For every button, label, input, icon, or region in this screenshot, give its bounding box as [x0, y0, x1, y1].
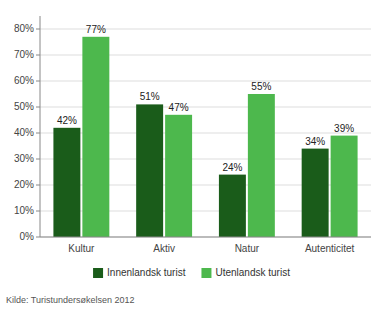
bar: [165, 115, 192, 237]
x-tick-label: Kultur: [68, 243, 95, 254]
x-tick-label: Aktiv: [153, 243, 175, 254]
grid-line: [40, 237, 371, 238]
y-tick-label: 50%: [14, 101, 34, 112]
y-axis: 0% 10% 20% 30% 40% 50% 60% 70% 80%: [14, 16, 371, 242]
y-tick-label: 30%: [14, 153, 34, 164]
y-tick-label: 60%: [14, 75, 34, 86]
legend-label: Innenlandsk turist: [107, 267, 186, 278]
y-tick: [36, 159, 40, 160]
bar: [248, 94, 275, 237]
y-tick: [36, 133, 40, 134]
y-tick: [36, 107, 40, 108]
legend: Innenlandsk turist Utenlandsk turist: [93, 267, 290, 278]
x-axis: Kultur Aktiv Natur Autenticitet: [40, 237, 371, 254]
x-tick-label: Natur: [235, 243, 260, 254]
y-tick: [36, 29, 40, 30]
y-tick-label: 70%: [14, 49, 34, 60]
legend-swatch: [201, 268, 211, 278]
y-tick-label: 80%: [14, 23, 34, 34]
bar: [53, 128, 80, 237]
y-tick: [36, 237, 40, 238]
bar: [136, 104, 163, 237]
data-labels: 42% 51% 24% 34% 77% 47% 55% 39%: [57, 24, 354, 173]
data-label: 77%: [86, 24, 106, 35]
legend-item: Innenlandsk turist: [93, 267, 186, 278]
y-tick: [36, 55, 40, 56]
bar: [219, 175, 246, 237]
legend-label: Utenlandsk turist: [215, 267, 290, 278]
footnote: Kilde: Turistundersøkelsen 2012: [6, 295, 135, 305]
data-label: 55%: [251, 81, 271, 92]
data-label: 39%: [334, 123, 354, 134]
x-tick-label: Autenticitet: [305, 243, 355, 254]
data-label: 42%: [57, 115, 77, 126]
legend-swatch: [93, 268, 103, 278]
chart: 0% 10% 20% 30% 40% 50% 60% 70% 80% 42% 51% 24% 34% 77…: [0, 0, 383, 311]
bar: [82, 37, 109, 237]
y-tick-label: 40%: [14, 127, 34, 138]
y-tick: [36, 211, 40, 212]
x-axis-line: [40, 237, 371, 238]
bar: [331, 136, 358, 237]
y-axis-line: [40, 16, 41, 237]
bars: [53, 37, 357, 237]
data-label: 51%: [140, 91, 160, 102]
data-label: 24%: [222, 162, 242, 173]
bar: [302, 149, 329, 237]
y-tick-label: 20%: [14, 179, 34, 190]
y-tick-label: 10%: [14, 205, 34, 216]
y-tick: [36, 81, 40, 82]
y-tick: [36, 185, 40, 186]
data-label: 47%: [169, 102, 189, 113]
y-tick-label: 0%: [20, 231, 35, 242]
legend-item: Utenlandsk turist: [201, 267, 290, 278]
data-label: 34%: [305, 136, 325, 147]
